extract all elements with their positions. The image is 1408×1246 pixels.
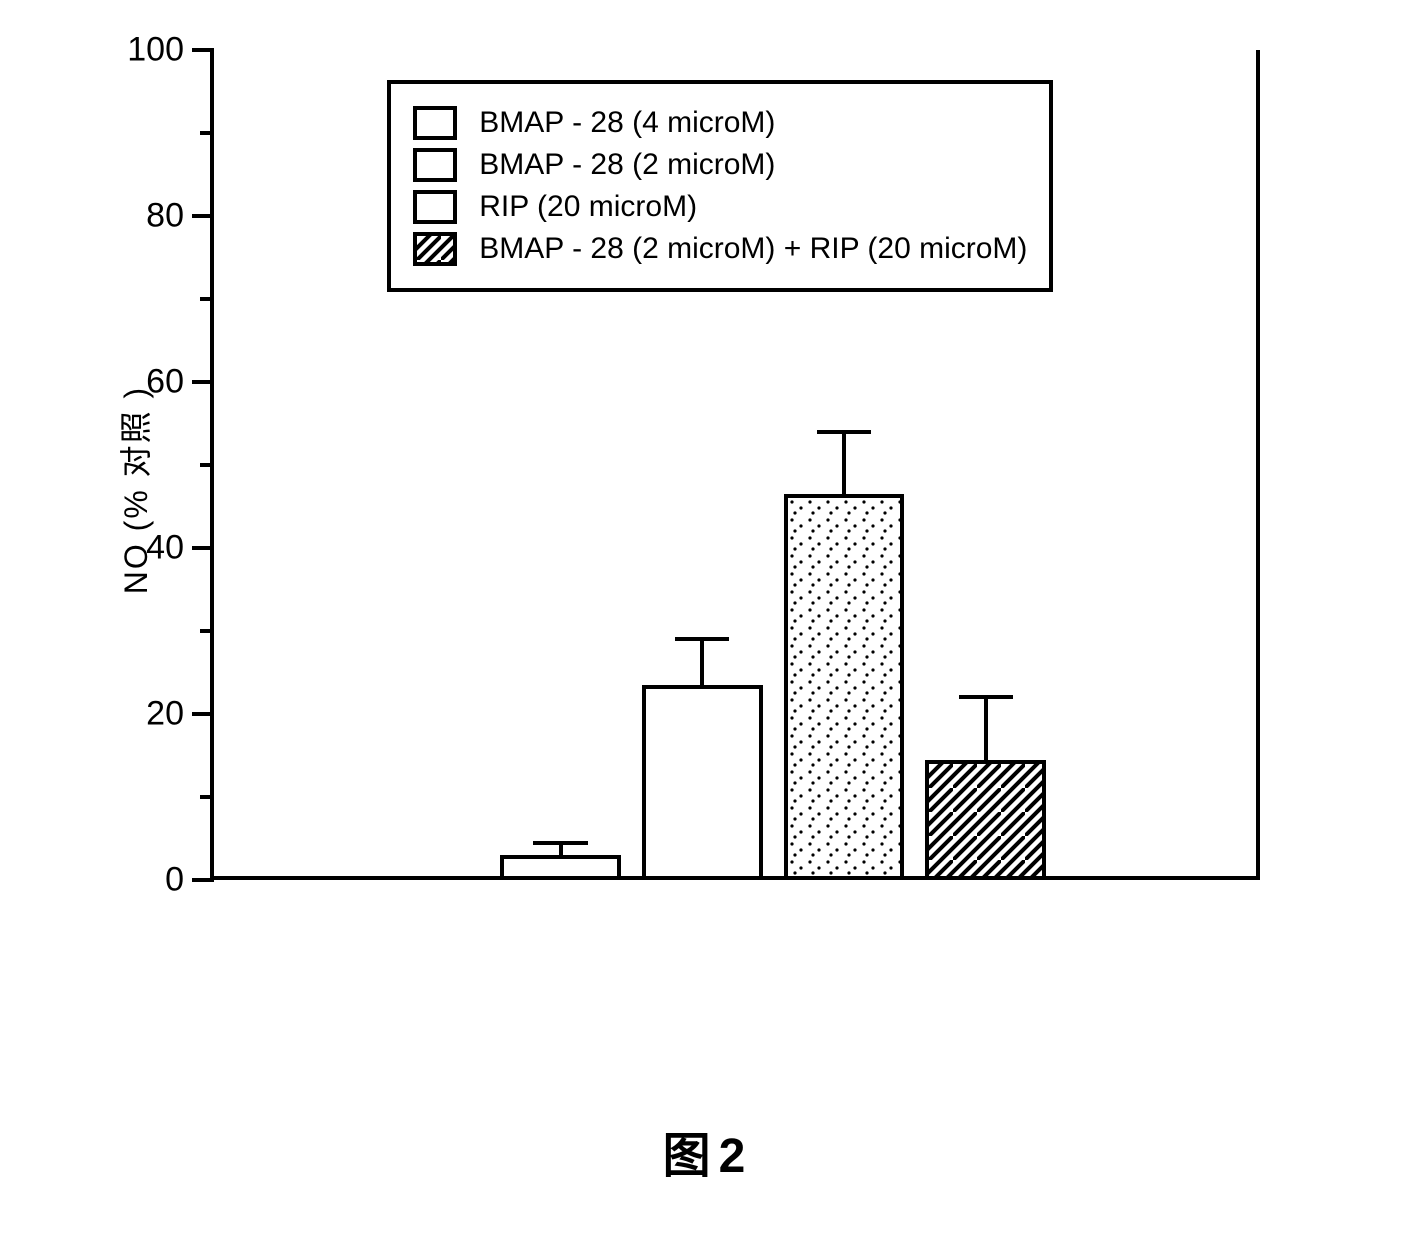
chart-wrapper: NO (% 对照 ) 020406080100BMAP - 28 (4 micr… (80, 30, 1320, 950)
legend-item: BMAP - 28 (4 microM) (413, 106, 1027, 140)
y-minor-tick (200, 297, 214, 301)
error-cap (959, 695, 1013, 699)
legend: BMAP - 28 (4 microM) BMAP - 28 (2 microM)… (387, 80, 1053, 292)
bar-1 (642, 685, 763, 876)
bar-2 (784, 494, 905, 876)
y-minor-tick (200, 629, 214, 633)
legend-item: BMAP - 28 (2 microM) + RIP (20 microM) (413, 232, 1027, 266)
y-tick (192, 214, 214, 218)
caption-prefix: 图 (663, 1116, 711, 1186)
error-stem (842, 432, 846, 498)
y-tick-label: 0 (124, 861, 184, 900)
error-stem (559, 843, 563, 860)
caption-number: 2 (719, 1129, 746, 1184)
bar-3 (925, 760, 1046, 876)
error-stem (700, 639, 704, 689)
legend-swatch (413, 148, 457, 182)
y-tick-label: 60 (124, 363, 184, 402)
error-stem (984, 697, 988, 763)
y-tick-label: 20 (124, 695, 184, 734)
plot-area: 020406080100BMAP - 28 (4 microM)BMAP - 2… (210, 50, 1260, 880)
legend-swatch (413, 232, 457, 266)
legend-swatch (413, 106, 457, 140)
y-tick (192, 878, 214, 882)
y-minor-tick (200, 795, 214, 799)
y-tick-label: 40 (124, 529, 184, 568)
y-minor-tick (200, 131, 214, 135)
error-cap (533, 841, 587, 845)
error-cap (817, 430, 871, 434)
legend-swatch (413, 190, 457, 224)
legend-item: RIP (20 microM) (413, 190, 1027, 224)
y-tick (192, 48, 214, 52)
y-tick (192, 546, 214, 550)
legend-item: BMAP - 28 (2 microM) (413, 148, 1027, 182)
legend-label: RIP (20 microM) (479, 190, 697, 224)
y-tick (192, 712, 214, 716)
y-tick-label: 100 (124, 31, 184, 70)
legend-label: BMAP - 28 (2 microM) + RIP (20 microM) (479, 232, 1027, 266)
y-tick (192, 380, 214, 384)
legend-label: BMAP - 28 (4 microM) (479, 106, 775, 140)
error-cap (675, 637, 729, 641)
figure-caption: 图 2 (663, 1116, 746, 1186)
legend-label: BMAP - 28 (2 microM) (479, 148, 775, 182)
y-tick-label: 80 (124, 197, 184, 236)
y-minor-tick (200, 463, 214, 467)
